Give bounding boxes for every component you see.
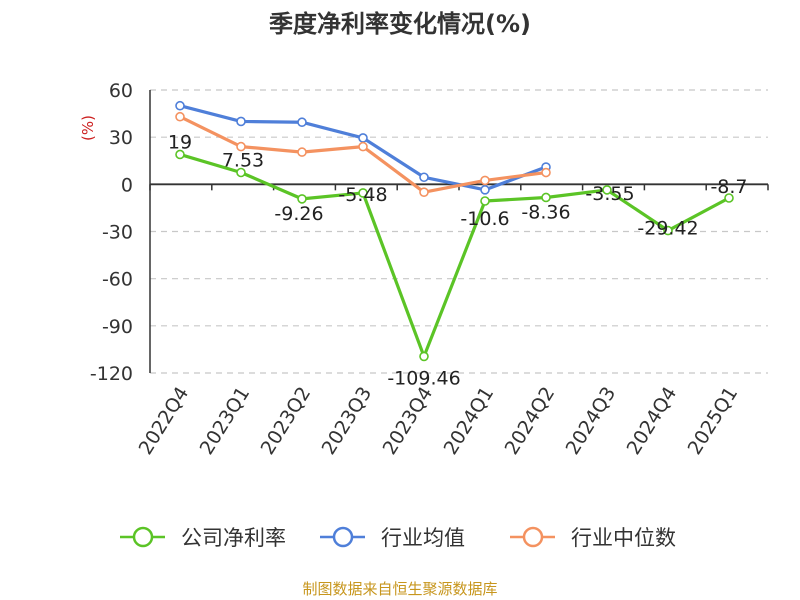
x-tick-label: 2022Q4 xyxy=(135,383,194,459)
legend-label: 行业中位数 xyxy=(571,526,676,550)
x-tick-label: 2025Q1 xyxy=(684,383,743,459)
x-tick-label: 2024Q4 xyxy=(623,383,682,459)
data-label: -8.36 xyxy=(521,201,570,223)
grid-lines xyxy=(150,89,768,374)
data-point xyxy=(236,116,246,127)
data-point xyxy=(236,167,246,178)
data-point xyxy=(175,100,185,111)
x-tick-label: 2024Q3 xyxy=(562,383,621,459)
y-tick-label: -60 xyxy=(102,269,133,291)
data-point xyxy=(663,225,673,236)
legend-label: 公司净利率 xyxy=(181,526,286,550)
x-tick-label: 2024Q2 xyxy=(501,383,560,459)
x-tick-label: 2023Q4 xyxy=(379,383,438,459)
data-label: 19 xyxy=(168,131,192,153)
data-point xyxy=(297,194,307,204)
data-label: -9.26 xyxy=(274,203,323,225)
data-point xyxy=(541,167,551,178)
y-tick-label: 60 xyxy=(109,80,133,102)
data-point xyxy=(480,185,490,195)
data-label: -8.7 xyxy=(710,176,747,198)
data-point xyxy=(297,117,307,128)
legend-marker xyxy=(332,526,354,548)
series-line-0 xyxy=(179,152,730,359)
y-tick-label: 0 xyxy=(121,174,133,196)
legend-marker xyxy=(132,526,154,548)
data-label: -3.55 xyxy=(585,183,634,205)
y-axis-label: (%) xyxy=(79,115,97,141)
data-label: 7.53 xyxy=(222,149,264,171)
data-labels: 19 7.53 -9.26 -5.48 -109.46 -10.6 -8.36 -3.55-2… xyxy=(168,131,748,389)
data-point xyxy=(480,196,490,206)
data-point xyxy=(480,175,490,186)
data-label: -109.46 xyxy=(387,367,460,389)
x-tick-label: 2023Q3 xyxy=(318,383,377,459)
data-point xyxy=(724,193,734,203)
x-tick-label: 2023Q2 xyxy=(257,383,316,459)
data-point xyxy=(419,172,429,183)
legend-label: 行业均值 xyxy=(381,526,465,550)
data-label: -29.42 xyxy=(637,218,698,240)
series-layer xyxy=(175,100,734,362)
data-point xyxy=(419,187,429,197)
x-tick-label: 2023Q1 xyxy=(196,383,255,459)
legend: 公司净利率 行业均值 行业中位数 xyxy=(120,526,676,550)
data-point xyxy=(358,141,368,152)
y-tick-label: -120 xyxy=(90,363,133,385)
data-point xyxy=(175,111,185,122)
data-point xyxy=(541,192,551,203)
data-point xyxy=(419,351,429,362)
data-label: -10.6 xyxy=(460,208,509,230)
chart-title: 季度净利率变化情况(%) xyxy=(269,10,531,38)
source-note: 制图数据来自恒生聚源数据库 xyxy=(302,580,498,598)
data-point xyxy=(175,149,185,160)
data-point xyxy=(358,133,368,143)
y-tick-label: 30 xyxy=(109,127,133,149)
data-point xyxy=(236,141,246,152)
data-point xyxy=(602,185,612,195)
data-point xyxy=(358,188,368,198)
x-tick-label: 2024Q1 xyxy=(440,383,499,459)
y-tick-label: -30 xyxy=(102,222,133,244)
data-label: -5.48 xyxy=(338,184,387,206)
data-point xyxy=(297,147,307,157)
legend-marker xyxy=(522,526,544,548)
y-tick-label: -90 xyxy=(102,316,133,338)
